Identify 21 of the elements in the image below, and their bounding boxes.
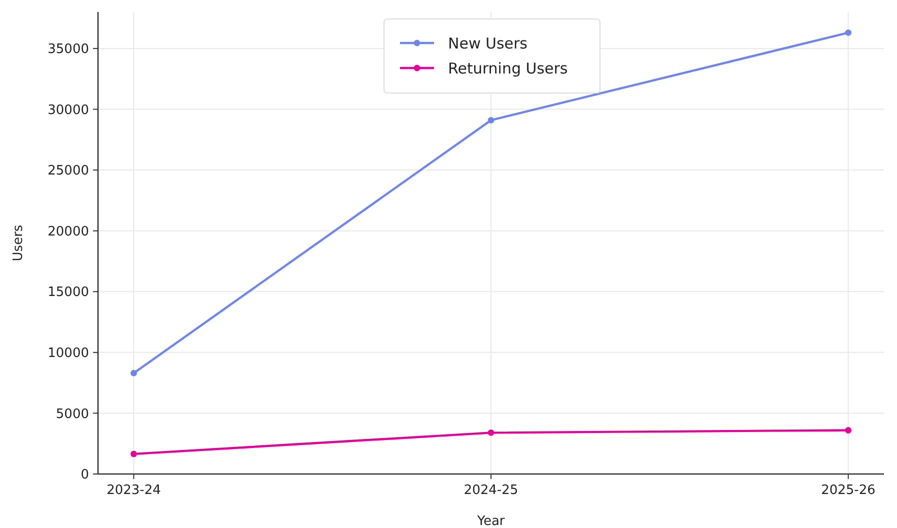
x-tick-label: 2024-25 — [464, 483, 518, 498]
point — [488, 117, 494, 124]
y-tick-label: 30000 — [48, 102, 89, 118]
y-tick-label: 20000 — [48, 224, 89, 240]
legend-label: Returning Users — [448, 59, 568, 78]
point — [488, 429, 494, 436]
y-tick-label: 15000 — [48, 285, 89, 300]
y-tick-label: 5000 — [56, 406, 89, 422]
y-tick-label: 25000 — [48, 164, 89, 179]
point — [845, 29, 852, 36]
legend-label: New Users — [448, 34, 528, 52]
point — [130, 450, 137, 458]
y-tick-label: 0 — [80, 468, 89, 483]
y-axis-title: Users — [11, 224, 26, 262]
x-tick-label: 2025-26 — [821, 483, 876, 498]
x-axis-title: Year — [476, 514, 506, 528]
point — [130, 370, 137, 376]
x-tick-label: 2023-24 — [106, 483, 161, 498]
point — [845, 427, 852, 434]
y-tick-label: 10000 — [48, 346, 89, 361]
y-tick-label: 35000 — [48, 42, 89, 58]
